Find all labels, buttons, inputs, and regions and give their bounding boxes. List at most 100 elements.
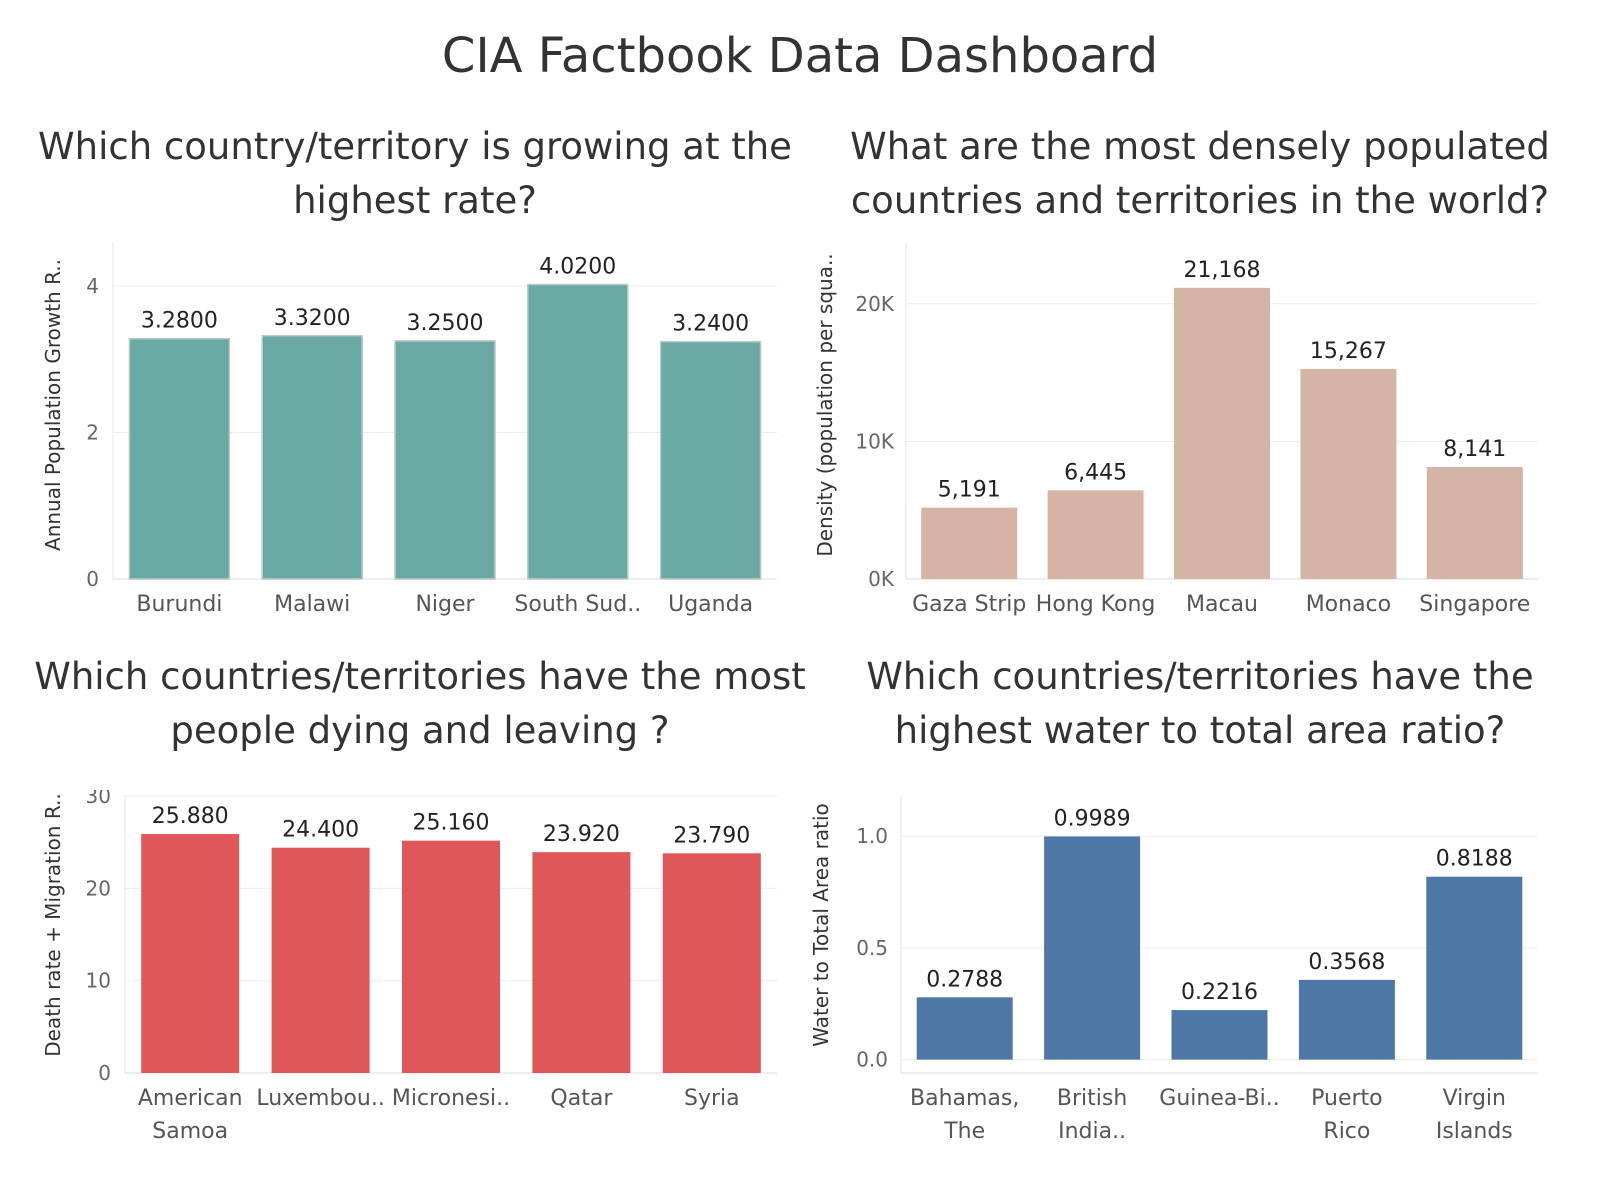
x-category-label-line: American	[138, 1086, 243, 1111]
x-category-label-line: Qatar	[550, 1086, 613, 1111]
bar-value-label: 3.2400	[672, 312, 749, 337]
bar-value-label: 0.3568	[1308, 950, 1385, 975]
x-category-label: Monaco	[1306, 592, 1391, 617]
x-category-label-line: Burundi	[136, 592, 222, 617]
bar-value-label: 0.8188	[1436, 847, 1513, 872]
y-tick-label: 2	[86, 420, 99, 444]
bar	[921, 507, 1018, 579]
x-category-label: Guinea-Bi..	[1159, 1086, 1279, 1111]
y-axis-title: Annual Population Growth R..	[41, 259, 65, 551]
x-category-label-line: Hong Kong	[1036, 592, 1156, 617]
x-category-label: American Samoa	[138, 1086, 243, 1144]
x-category-label-line: Samoa	[152, 1119, 228, 1144]
x-category-label: Bahamas, The	[910, 1086, 1019, 1144]
y-tick-label: 1.0	[856, 824, 888, 848]
dashboard-title: CIA Factbook Data Dashboard	[441, 28, 1159, 84]
x-category-label-line: India..	[1058, 1119, 1126, 1144]
bar	[659, 340, 762, 580]
bar	[271, 847, 370, 1073]
x-category-label: South Sud..	[514, 592, 641, 617]
x-category-label-line: Macau	[1186, 592, 1258, 617]
y-tick-label: 20K	[855, 292, 894, 316]
y-tick-label: 0	[98, 1061, 111, 1085]
x-category-label: British India..	[1057, 1086, 1127, 1144]
bar-value-label: 23.920	[543, 822, 620, 847]
x-category-label-line: Uganda	[668, 592, 753, 617]
death-migration-bar-chart: 0 10 20 30 25.880 American Samoa 24.400 Luxembou…	[41, 790, 777, 1144]
y-axis-title: Death rate + Migration R..	[41, 793, 65, 1057]
x-category-label-line: Malawi	[274, 592, 350, 617]
x-category-label: Malawi	[274, 592, 350, 617]
bar-value-label: 6,445	[1064, 460, 1127, 485]
x-category-label-line: Virgin	[1443, 1086, 1506, 1111]
bar	[1174, 287, 1270, 579]
bar-value-label: 3.2500	[407, 311, 484, 336]
y-tick-label: 10K	[855, 429, 894, 453]
x-category-label-line: Singapore	[1419, 592, 1530, 617]
water-area-ratio-bar-chart: 0.0 0.5 1.0 0.2788 Bahamas, The 0.9989 British I…	[809, 796, 1538, 1144]
bar	[916, 997, 1013, 1060]
x-category-label-line: Niger	[415, 592, 475, 617]
bar-value-label: 0.9989	[1054, 806, 1131, 831]
bar	[527, 283, 629, 580]
y-tick-label: 0.5	[856, 936, 888, 960]
x-category-label-line: Micronesi..	[392, 1086, 510, 1111]
x-category-label-line: Monaco	[1306, 592, 1391, 617]
x-category-label: Micronesi..	[392, 1086, 510, 1111]
y-tick-label: 20	[86, 876, 111, 900]
bar	[662, 853, 761, 1073]
y-tick-label: 0	[86, 567, 99, 591]
y-tick-label: 0.0	[856, 1048, 888, 1072]
y-axis-title: Density (population per squa..	[813, 253, 837, 556]
x-category-label: Niger	[415, 592, 475, 617]
x-category-label-line: Gaza Strip	[912, 592, 1026, 617]
x-category-label-line: The	[943, 1119, 985, 1144]
bar	[1298, 979, 1395, 1060]
y-tick-label: 0K	[868, 567, 895, 591]
bar	[532, 852, 631, 1073]
bar-value-label: 5,191	[938, 478, 1001, 503]
bar	[128, 337, 231, 580]
x-category-label-line: South Sud..	[514, 592, 641, 617]
x-category-label-line: Bahamas,	[910, 1086, 1019, 1111]
x-category-label: Luxembou..	[256, 1086, 384, 1111]
bar-value-label: 24.400	[282, 818, 359, 843]
bar-value-label: 25.160	[413, 811, 490, 836]
x-category-label: Qatar	[550, 1086, 613, 1111]
y-axis-title: Water to Total Area ratio	[809, 803, 833, 1046]
bar-value-label: 23.790	[673, 823, 750, 848]
bar	[394, 340, 496, 580]
x-category-label-line: Islands	[1436, 1119, 1513, 1144]
bar-value-label: 25.880	[152, 804, 229, 829]
bar	[1047, 490, 1144, 579]
x-category-label-line: Puerto	[1311, 1086, 1383, 1111]
y-tick-label: 30	[86, 790, 111, 808]
bar	[261, 335, 363, 580]
x-category-label: Uganda	[668, 592, 753, 617]
bar	[402, 840, 500, 1073]
x-category-label: Puerto Rico	[1311, 1086, 1383, 1144]
x-category-label: Hong Kong	[1036, 592, 1156, 617]
bar-value-label: 3.2800	[141, 309, 218, 334]
bar	[1300, 369, 1397, 579]
x-category-label: Syria	[684, 1086, 740, 1111]
bar	[141, 834, 240, 1073]
x-category-label: Macau	[1186, 592, 1258, 617]
bar-value-label: 21,168	[1184, 258, 1261, 283]
x-category-label-line: Guinea-Bi..	[1159, 1086, 1279, 1111]
x-category-label: Gaza Strip	[912, 592, 1026, 617]
population-density-bar-chart: 0K 10K 20K 5,191 Gaza Strip 6,445 Hong Kong 21,…	[813, 242, 1538, 617]
bar	[1426, 876, 1523, 1060]
death-migration-chart-title: Which countries/territories have the mos…	[34, 655, 806, 752]
x-category-label-line: British	[1057, 1086, 1127, 1111]
growth-chart-title: Which country/territory is growing at th…	[38, 125, 792, 222]
bar-value-label: 15,267	[1310, 339, 1387, 364]
bar	[1171, 1010, 1268, 1060]
growth-rate-bar-chart: 0 2 4 3.2800 Burundi 3.3200 Malawi 3.2500 Niger 4…	[41, 242, 777, 617]
bar-value-label: 8,141	[1443, 437, 1506, 462]
x-category-label: Burundi	[136, 592, 222, 617]
x-category-label: Singapore	[1419, 592, 1530, 617]
bar	[1044, 836, 1141, 1060]
bar-value-label: 4.0200	[539, 254, 616, 279]
x-category-label: Virgin Islands	[1436, 1086, 1513, 1144]
